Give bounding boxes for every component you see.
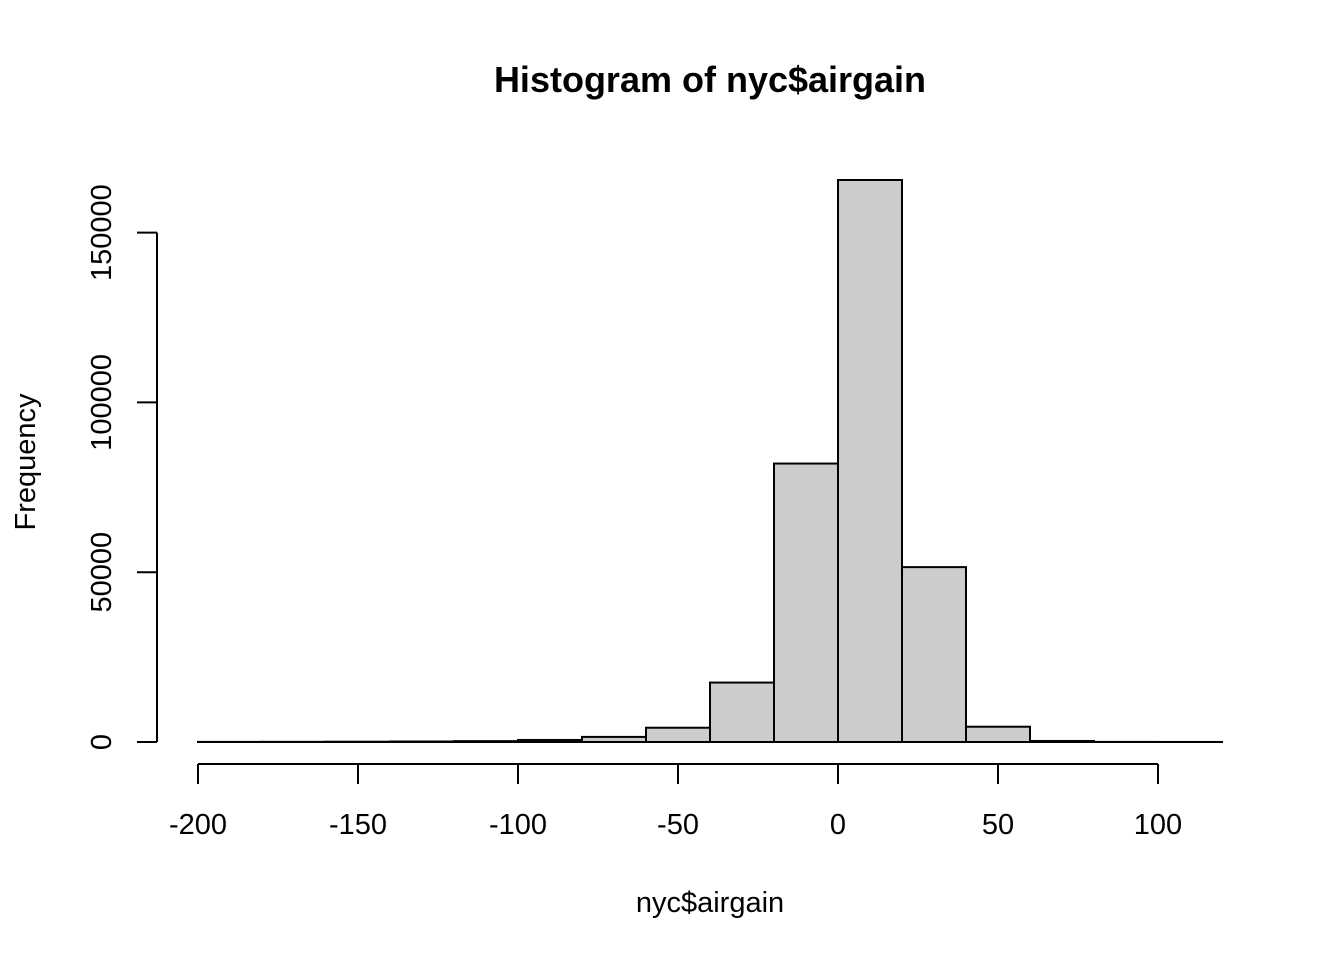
- bars-group: [197, 179, 1223, 744]
- y-tick-label: 150000: [86, 184, 118, 281]
- x-tick-label: 100: [1134, 809, 1182, 841]
- histogram-bar: [581, 735, 647, 744]
- y-tick-label: 100000: [86, 354, 118, 451]
- histogram-bar: [901, 566, 967, 743]
- histogram-bar: [773, 462, 839, 743]
- x-axis: -200 -150 -100 -50 0 50 100: [169, 763, 1182, 841]
- histogram-bar: [517, 738, 583, 743]
- x-tick-label: 0: [830, 809, 846, 841]
- histogram-bar: [453, 740, 519, 744]
- y-axis: 0 50000 100000 150000: [86, 184, 158, 750]
- histogram-bar: [1029, 739, 1095, 743]
- x-tick-label: -100: [489, 809, 547, 841]
- y-tick-label: 0: [86, 734, 118, 750]
- histogram-bar: [965, 725, 1031, 744]
- chart-title: Histogram of nyc$airgain: [494, 59, 926, 100]
- histogram-bar: [645, 726, 711, 744]
- y-axis-label: Frequency: [10, 393, 42, 531]
- x-axis-label: nyc$airgain: [636, 887, 784, 919]
- x-tick-label: -150: [329, 809, 387, 841]
- x-tick-label: 50: [982, 809, 1014, 841]
- histogram-bar: [709, 681, 775, 744]
- y-tick-label: 50000: [86, 532, 118, 613]
- x-tick-label: -200: [169, 809, 227, 841]
- histogram-bar: [837, 179, 903, 743]
- histogram-bar: [389, 740, 455, 744]
- x-tick-label: -50: [657, 809, 699, 841]
